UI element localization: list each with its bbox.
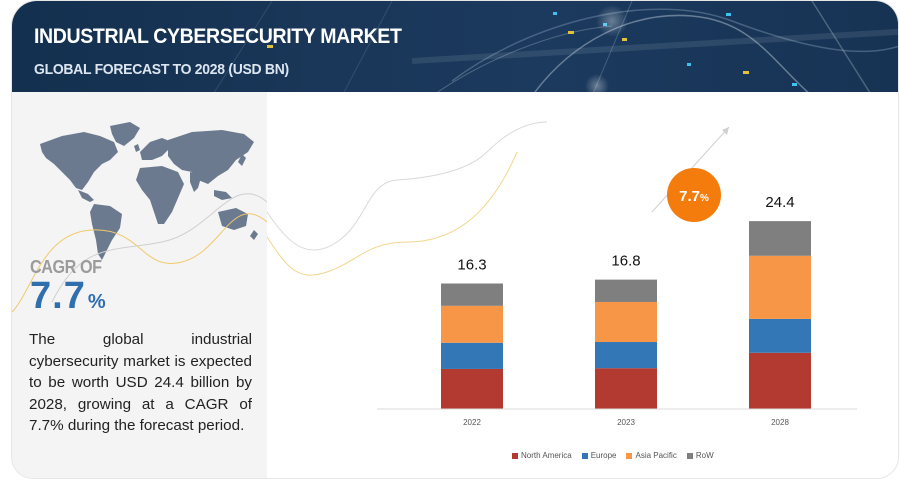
bar-total-label: 16.8 bbox=[611, 253, 640, 270]
legend-item-europe: Europe bbox=[581, 451, 617, 460]
bar-segment-asia-pacific-2028 bbox=[749, 255, 811, 319]
bar-segment-europe-2028 bbox=[749, 318, 811, 353]
x-tick-label: 2023 bbox=[617, 418, 635, 427]
stacked-bar-chart: 16.3 2022 16.8 2023 24.4 2028 7.7% bbox=[267, 121, 857, 427]
legend-label: Asia Pacific bbox=[635, 451, 677, 460]
header-decorative-lines-icon bbox=[213, 1, 898, 92]
growth-badge-text: 7.7% bbox=[679, 188, 709, 205]
bar-segment-row-2023 bbox=[595, 279, 657, 302]
bar-segment-europe-2023 bbox=[595, 342, 657, 369]
legend-item-north-america: North America bbox=[512, 451, 572, 460]
bar-segment-north-america-2028 bbox=[749, 352, 811, 409]
market-description: The global industrial cybersecurity mark… bbox=[29, 331, 252, 434]
x-tick-label: 2022 bbox=[463, 418, 481, 427]
growth-arrow-head-icon bbox=[722, 127, 729, 135]
world-map-icon bbox=[40, 122, 258, 260]
bar-segment-north-america-2022 bbox=[441, 368, 503, 409]
legend-item-asia-pacific: Asia Pacific bbox=[626, 451, 677, 460]
bar-segment-asia-pacific-2023 bbox=[595, 301, 657, 343]
bar-segment-row-2028 bbox=[749, 221, 811, 256]
cagr-number: 7.7 bbox=[30, 275, 86, 317]
bar-segment-row-2022 bbox=[441, 283, 503, 306]
legend-swatch-icon bbox=[686, 452, 693, 459]
legend-label: RoW bbox=[695, 451, 714, 460]
chart-area: 16.3 2022 16.8 2023 24.4 2028 7.7% North Amer… bbox=[267, 92, 898, 478]
legend-label: Europe bbox=[590, 451, 617, 460]
legend-swatch-icon bbox=[512, 452, 518, 459]
page-subtitle: GLOBAL FORECAST TO 2028 (USD BN) bbox=[34, 61, 289, 78]
infographic-card: INDUSTRIAL CYBERSECURITY MARKET GLOBAL F… bbox=[11, 0, 899, 479]
bar-total-label: 16.3 bbox=[457, 256, 486, 273]
cagr-value: 7.7% bbox=[30, 275, 107, 318]
legend-swatch-icon bbox=[581, 452, 588, 459]
cagr-label: CAGR OF bbox=[30, 257, 102, 277]
x-tick-label: 2028 bbox=[771, 418, 789, 427]
cagr-unit: % bbox=[87, 291, 107, 313]
bar-total-label: 24.4 bbox=[765, 194, 794, 211]
chart-legend: North America Europe Asia Pacific RoW bbox=[512, 451, 714, 460]
bar-segment-europe-2022 bbox=[441, 342, 503, 369]
header-banner: INDUSTRIAL CYBERSECURITY MARKET GLOBAL F… bbox=[12, 1, 898, 92]
bar-segment-north-america-2023 bbox=[595, 368, 657, 409]
legend-label: North America bbox=[521, 451, 572, 460]
page-title: INDUSTRIAL CYBERSECURITY MARKET bbox=[34, 25, 402, 48]
decorative-curves-icon bbox=[12, 193, 267, 313]
bar-segment-asia-pacific-2022 bbox=[441, 305, 503, 343]
legend-item-row: RoW bbox=[686, 451, 714, 460]
summary-panel: CAGR OF 7.7% The global industrial cyber… bbox=[12, 92, 267, 478]
legend-swatch-icon bbox=[626, 452, 633, 459]
growth-badge bbox=[667, 168, 721, 222]
